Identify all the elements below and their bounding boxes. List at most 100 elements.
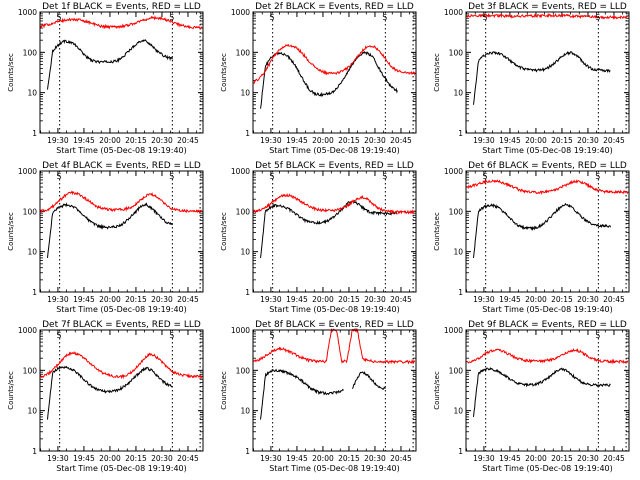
x-tick-label: 20:45 (177, 136, 199, 145)
data-series-line (252, 327, 416, 365)
plot-frame (39, 170, 204, 293)
y-tick-label: 1000 (231, 8, 250, 17)
plot-title: Det 6f BLACK = Events, RED = LLD (468, 161, 627, 171)
x-axis-label: Start Time (05-Dec-08 19:19:40) (269, 146, 400, 155)
flag-marker: S (483, 13, 488, 22)
y-tick-label: 1000 (18, 8, 37, 17)
x-tick-label: 20:00 (525, 295, 547, 304)
x-tick-label: 20:15 (551, 136, 573, 145)
y-tick-label: 10 (453, 248, 463, 257)
subplot-2: Det 2f BLACK = Events, RED = LLD Counts/s… (220, 2, 417, 155)
flag-marker: S (169, 331, 174, 340)
data-series-line (47, 365, 173, 420)
data-series-line (473, 50, 611, 105)
data-series-line (47, 39, 173, 90)
subplot-9: Det 9f BLACK = Events, RED = LLD Counts/s… (433, 320, 630, 473)
y-tick-label: 1 (458, 129, 463, 138)
y-axis-label: Counts/sec (220, 53, 228, 92)
flag-marker: S (595, 331, 600, 340)
y-tick-label: 1 (245, 288, 250, 297)
x-tick-label: 20:30 (151, 454, 173, 463)
y-tick-label: 10 (27, 89, 37, 98)
y-tick-label: 1 (245, 447, 250, 456)
plot-frame (252, 329, 417, 452)
x-tick-label: 20:15 (338, 454, 360, 463)
y-tick-label: 1000 (18, 167, 37, 176)
x-tick-label: 20:00 (525, 136, 547, 145)
subplot-3: Det 3f BLACK = Events, RED = LLD Counts/s… (433, 2, 630, 155)
x-tick-label: 20:00 (99, 136, 121, 145)
flag-marker: S (270, 13, 275, 22)
y-tick-label: 1000 (231, 326, 250, 335)
flag-marker: S (483, 331, 488, 340)
y-tick-label: 10 (27, 248, 37, 257)
data-series-line (252, 192, 415, 215)
x-axis-label: Start Time (05-Dec-08 19:19:40) (482, 464, 613, 473)
y-tick-label: 1 (32, 447, 37, 456)
plot-frame (465, 11, 630, 134)
y-tick-label: 10 (240, 248, 250, 257)
x-tick-label: 19:30 (47, 136, 69, 145)
plot-title: Det 9f BLACK = Events, RED = LLD (468, 320, 627, 330)
plot-title: Det 1f BLACK = Events, RED = LLD (42, 2, 201, 12)
y-axis-label: Counts/sec (433, 212, 441, 251)
x-tick-label: 20:00 (525, 454, 547, 463)
plot-title: Det 8f BLACK = Events, RED = LLD (255, 320, 414, 330)
y-tick-label: 100 (23, 207, 38, 216)
flag-marker: S (382, 331, 387, 340)
subplot-6: Det 6f BLACK = Events, RED = LLD Counts/s… (433, 161, 630, 314)
plot-title: Det 7f BLACK = Events, RED = LLD (42, 320, 201, 330)
flag-marker: S (382, 13, 387, 22)
x-tick-label: 19:45 (286, 454, 308, 463)
y-tick-label: 1 (458, 288, 463, 297)
y-tick-label: 1 (32, 129, 37, 138)
flag-marker: S (57, 172, 62, 181)
data-series-line (465, 179, 629, 196)
x-tick-label: 20:45 (603, 295, 625, 304)
x-tick-label: 20:45 (390, 454, 412, 463)
data-series-line (260, 199, 398, 258)
subplot-7: Det 7f BLACK = Events, RED = LLD Counts/s… (7, 320, 204, 473)
x-tick-label: 20:45 (177, 454, 199, 463)
subplot-4: Det 4f BLACK = Events, RED = LLD Counts/s… (7, 161, 204, 314)
flag-marker: S (169, 13, 174, 22)
x-tick-label: 19:30 (473, 295, 495, 304)
y-tick-label: 100 (449, 207, 464, 216)
y-axis-label: Counts/sec (220, 212, 228, 251)
x-tick-label: 20:45 (177, 295, 199, 304)
flag-marker: S (270, 331, 275, 340)
x-tick-label: 20:30 (364, 295, 386, 304)
y-axis-label: Counts/sec (433, 371, 441, 410)
plot-frame (39, 329, 204, 452)
x-tick-label: 20:45 (390, 295, 412, 304)
plot-frame (465, 329, 630, 452)
x-tick-label: 20:00 (312, 295, 334, 304)
x-tick-label: 19:30 (260, 295, 282, 304)
flag-marker: S (483, 172, 488, 181)
plot-title: Det 2f BLACK = Events, RED = LLD (255, 2, 414, 12)
x-tick-label: 19:45 (73, 136, 95, 145)
y-tick-label: 100 (236, 207, 251, 216)
x-tick-label: 19:45 (499, 454, 521, 463)
data-series-line (465, 348, 629, 365)
y-tick-label: 100 (23, 366, 38, 375)
y-tick-label: 10 (27, 407, 37, 416)
x-tick-label: 20:15 (125, 136, 147, 145)
x-tick-label: 19:30 (47, 454, 69, 463)
x-tick-label: 19:45 (286, 136, 308, 145)
plot-title: Det 5f BLACK = Events, RED = LLD (255, 161, 414, 171)
y-tick-label: 100 (449, 48, 464, 57)
x-tick-label: 20:45 (603, 136, 625, 145)
x-tick-label: 20:15 (338, 295, 360, 304)
flag-marker: S (382, 172, 387, 181)
x-axis-label: Start Time (05-Dec-08 19:19:40) (56, 305, 187, 314)
plot-frame (39, 11, 204, 134)
plot-frame (252, 170, 417, 293)
x-tick-label: 20:00 (99, 454, 121, 463)
flag-marker: S (169, 172, 174, 181)
x-tick-label: 20:45 (603, 454, 625, 463)
y-axis-label: Counts/sec (7, 53, 15, 92)
data-series-line (253, 43, 416, 85)
data-series-line (473, 202, 611, 258)
x-tick-label: 20:15 (125, 295, 147, 304)
